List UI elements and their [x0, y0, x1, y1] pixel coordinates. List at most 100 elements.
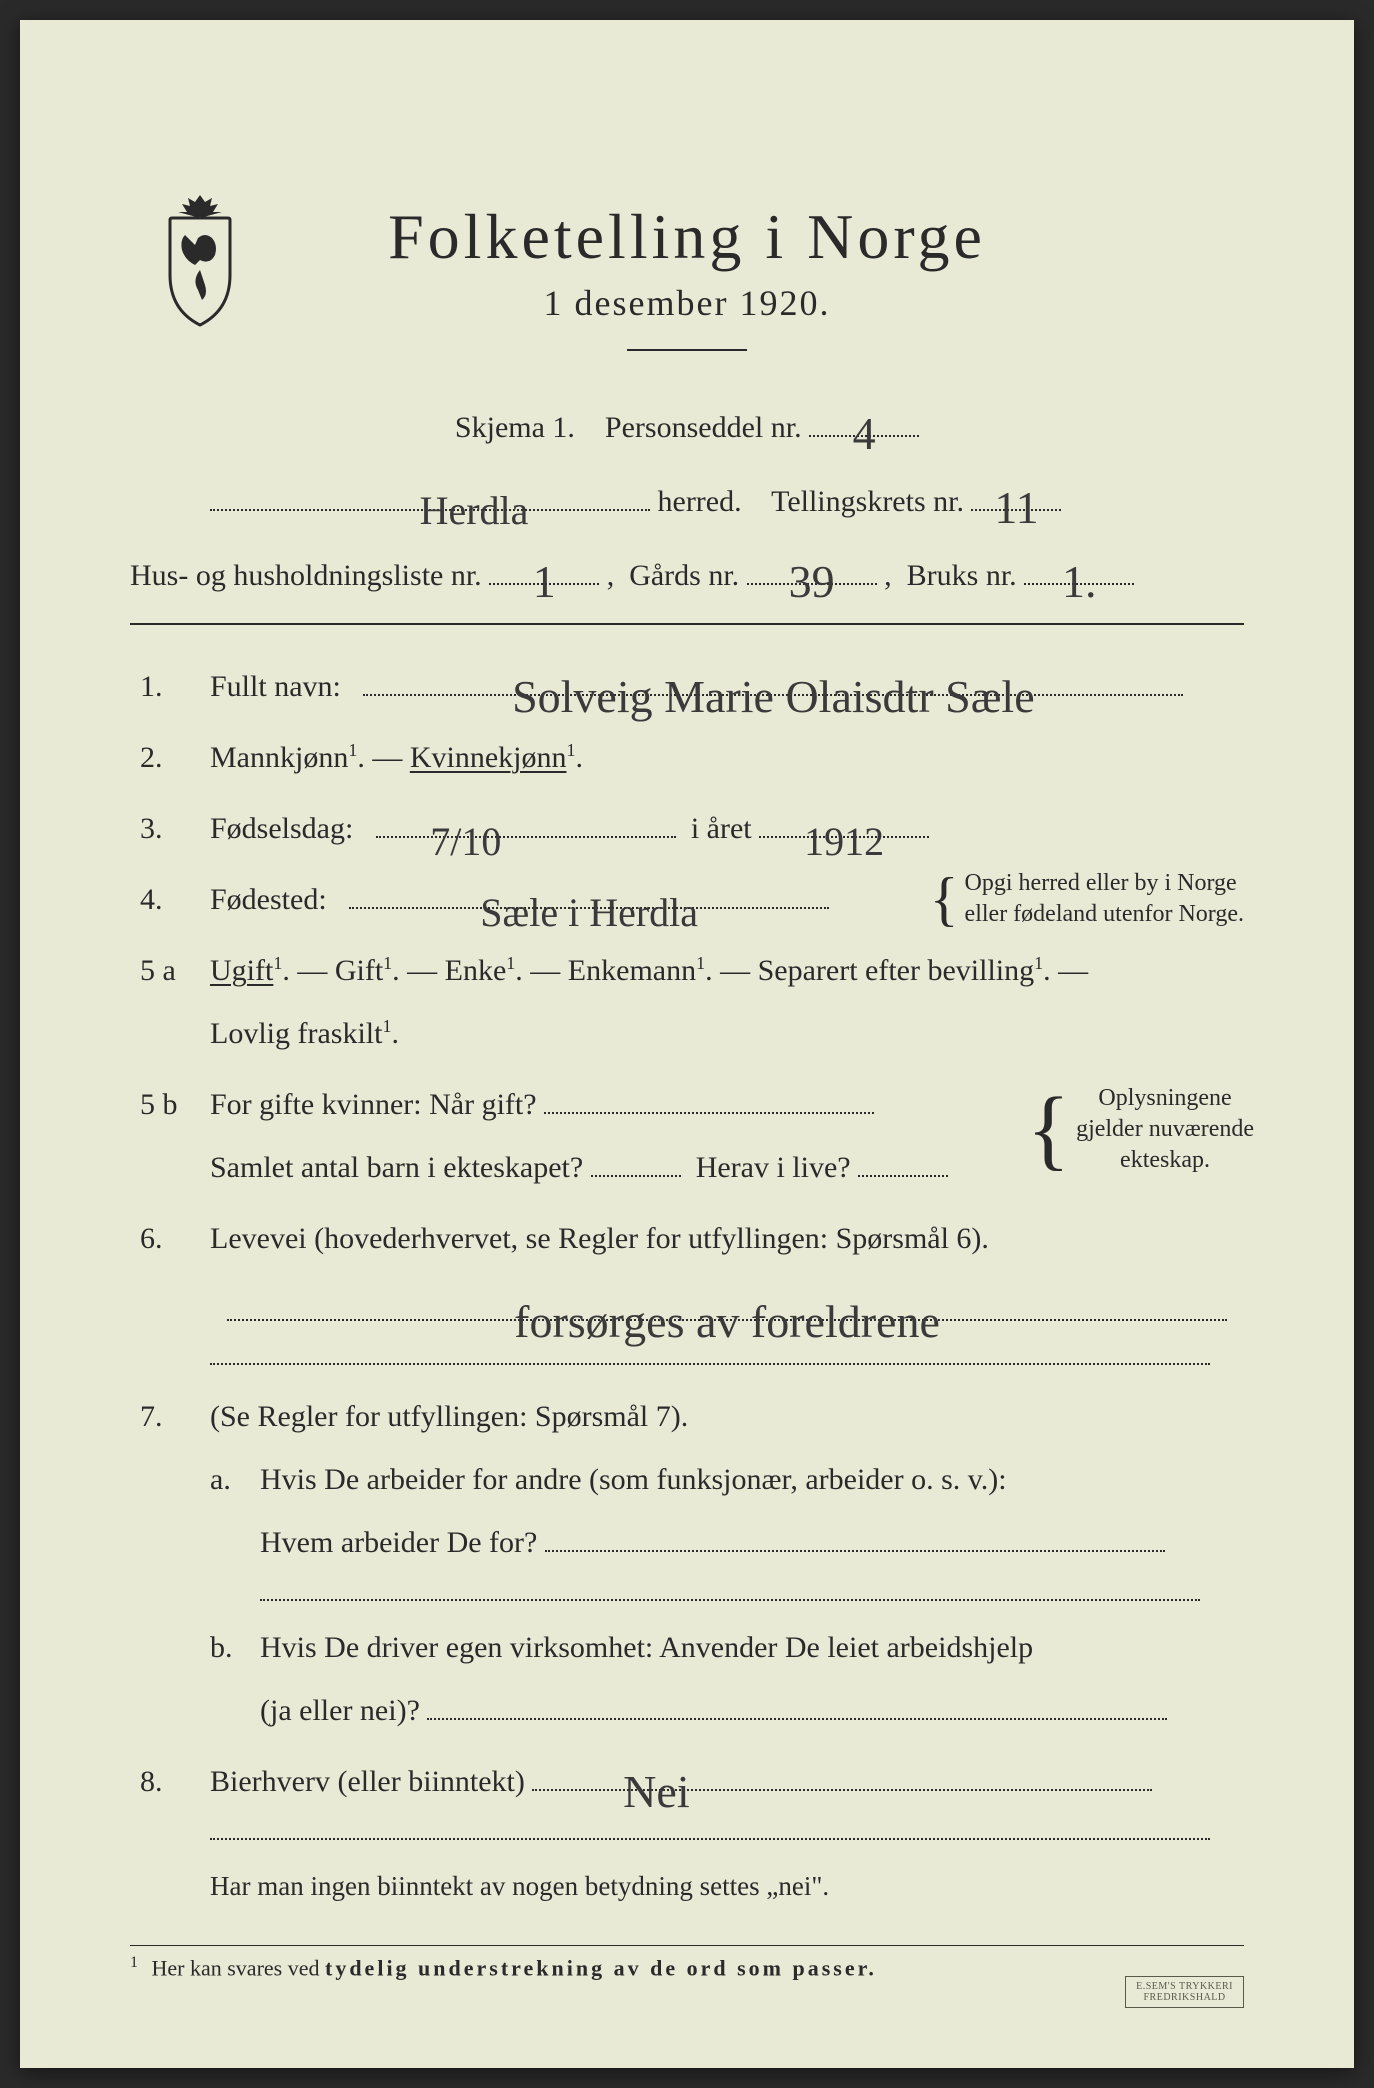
q3-year-label: i året [691, 812, 752, 845]
questions: 1. Fullt navn: Solveig Marie Olaisdtr Sæ… [130, 655, 1244, 1915]
q7a-field2 [260, 1599, 1200, 1601]
q5b-note-l3: ekteskap. [1120, 1147, 1210, 1173]
q5b-note-l1: Oplysningene [1098, 1085, 1231, 1111]
q7b-l2: (ja eller nei)? [260, 1694, 420, 1727]
page-title: Folketelling i Norge [130, 200, 1244, 274]
q7a-num: a. [210, 1448, 260, 1601]
q8-value: Nei [623, 1769, 689, 1815]
q4-note-l1: Opgi herred eller by i Norge [965, 870, 1237, 896]
q5a-opt4: Enkemann [568, 954, 696, 987]
q8-row: 8. Bierhverv (eller biinntekt) Nei Har m… [130, 1750, 1244, 1915]
herred-value: Herdla [420, 491, 529, 531]
q5b-label3: Herav i live? [696, 1151, 851, 1184]
q3-day-value: 7/10 [430, 822, 501, 862]
title-block: Folketelling i Norge 1 desember 1920. [130, 200, 1244, 391]
personseddel-field: 4 [809, 401, 919, 455]
q1-label: Fullt navn: [210, 670, 341, 703]
meta-line-3: Hus- og husholdningsliste nr. 1 , Gårds … [130, 549, 1244, 603]
tellingskrets-field: 11 [971, 475, 1061, 529]
q3-year-value: 1912 [804, 822, 884, 862]
herred-field: Herdla [210, 475, 650, 529]
q5a-opt2: Gift [335, 954, 383, 987]
q2-num: 2. [130, 726, 210, 789]
q3-body: Fødselsdag: 7/10 i året 1912 [210, 797, 1244, 860]
skjema-label: Skjema 1. [455, 411, 575, 444]
gards-value: 39 [789, 559, 835, 605]
printer-l1: E.SEM'S TRYKKERI [1136, 1981, 1233, 1992]
title-rule [627, 349, 747, 351]
q7b-num: b. [210, 1616, 260, 1742]
q7a-l2: Hvem arbeider De for? [260, 1526, 537, 1559]
q5b-note-l2: gjelder nuværende [1076, 1116, 1254, 1142]
q5b-label2: Samlet antal barn i ekteskapet? [210, 1151, 583, 1184]
q4-label: Fødested: [210, 883, 327, 916]
q7b-l1: Hvis De driver egen virksomhet: Anvender… [260, 1631, 1033, 1664]
q3-num: 3. [130, 797, 210, 860]
gards-field: 39 [747, 549, 877, 603]
meta-line-2: Herdla herred. Tellingskrets nr. 11 [130, 475, 1244, 529]
q1-row: 1. Fullt navn: Solveig Marie Olaisdtr Sæ… [130, 655, 1244, 718]
bruks-field: 1. [1024, 549, 1134, 603]
q5b-field3 [858, 1175, 948, 1177]
q2-row: 2. Mannkjønn1. — Kvinnekjønn1. [130, 726, 1244, 789]
husholdning-label: Hus- og husholdningsliste nr. [130, 559, 482, 592]
q4-note-l2: eller fødeland utenfor Norge. [965, 901, 1244, 927]
q5a-num: 5 a [130, 939, 210, 1065]
bruks-value: 1. [1062, 559, 1097, 605]
q6-line2 [210, 1363, 1210, 1365]
divider [130, 623, 1244, 625]
q3-day-field: 7/10 [376, 797, 676, 860]
q5a-opt6: Lovlig fraskilt [210, 1017, 382, 1050]
q5a-opt5: Separert efter bevilling [758, 954, 1035, 987]
q7-row: 7. (Se Regler for utfyllingen: Spørsmål … [130, 1385, 1244, 1742]
tellingskrets-label: Tellingskrets nr. [771, 485, 964, 518]
header: Folketelling i Norge 1 desember 1920. [130, 200, 1244, 391]
q5a-opt1: Ugift [210, 954, 273, 987]
q6-body: Levevei (hovederhvervet, se Regler for u… [210, 1207, 1244, 1365]
q2-k: Kvinnekjønn [410, 741, 567, 774]
q5b-field1 [544, 1112, 874, 1114]
q5b-num: 5 b [130, 1073, 210, 1199]
q7a-l1: Hvis De arbeider for andre (som funksjon… [260, 1463, 1007, 1496]
printer-stamp: E.SEM'S TRYKKERI FREDRIKSHALD [1125, 1976, 1244, 2008]
q3-year-field: 1912 [759, 797, 929, 860]
q7-label: (Se Regler for utfyllingen: Spørsmål 7). [210, 1400, 688, 1433]
tellingskrets-value: 11 [994, 485, 1038, 531]
personseddel-value: 4 [853, 411, 876, 457]
q3-label: Fødselsdag: [210, 812, 353, 845]
q4-num: 4. [130, 868, 210, 931]
personseddel-label: Personseddel nr. [605, 411, 802, 444]
footnote: 1 Her kan svares ved tydelig understrekn… [130, 1945, 1244, 1981]
q6-row: 6. Levevei (hovederhvervet, se Regler fo… [130, 1207, 1244, 1365]
footnote-num: 1 [130, 1954, 138, 1971]
footnote-bold: tydelig understrekning av de ord som pas… [325, 1955, 877, 1980]
q2-dash: — [372, 741, 410, 774]
herred-label: herred. [658, 485, 742, 518]
q8-note: Har man ingen biinntekt av nogen betydni… [210, 1858, 1244, 1915]
footnote-pre: Her kan svares ved [152, 1955, 326, 1980]
q4-row: 4. Fødested: Sæle i Herdla { Opgi herred… [130, 868, 1244, 931]
census-form-page: Folketelling i Norge 1 desember 1920. Sk… [20, 20, 1354, 2068]
coat-of-arms-icon [150, 190, 250, 330]
q8-label: Bierhverv (eller biinntekt) [210, 1765, 525, 1798]
q4-value: Sæle i Herdla [480, 893, 698, 933]
q4-body: Fødested: Sæle i Herdla { Opgi herred el… [210, 868, 1244, 931]
q1-field: Solveig Marie Olaisdtr Sæle [363, 655, 1183, 718]
q5a-body: Ugift1. — Gift1. — Enke1. — Enkemann1. —… [210, 939, 1244, 1065]
q8-field: Nei [532, 1750, 1152, 1813]
q6-value-wrap: forsørges av foreldrene [210, 1280, 1244, 1343]
husholdning-value: 1 [533, 559, 556, 605]
q4-field: Sæle i Herdla [349, 868, 829, 931]
printer-l2: FREDRIKSHALD [1136, 1992, 1233, 2003]
meta-block: Skjema 1. Personseddel nr. 4 Herdla herr… [130, 401, 1244, 603]
q1-value: Solveig Marie Olaisdtr Sæle [512, 674, 1035, 720]
q5b-label1: For gifte kvinner: Når gift? [210, 1088, 537, 1121]
q7a-field [545, 1550, 1165, 1552]
q6-value: forsørges av foreldrene [514, 1299, 940, 1345]
husholdning-field: 1 [489, 549, 599, 603]
q4-note: { Opgi herred eller by i Norge eller fød… [930, 868, 1244, 930]
q5a-opt3: Enke [445, 954, 507, 987]
q6-label: Levevei (hovederhvervet, se Regler for u… [210, 1222, 989, 1255]
q3-row: 3. Fødselsdag: 7/10 i året 1912 [130, 797, 1244, 860]
q8-line2 [210, 1838, 1210, 1840]
